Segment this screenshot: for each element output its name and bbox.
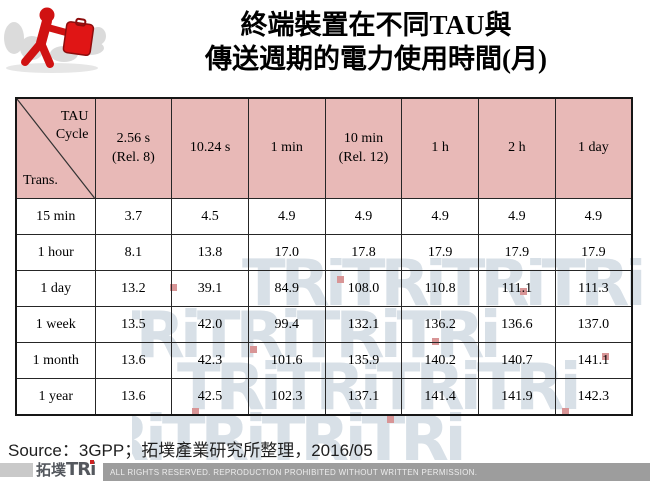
row-label: 15 min — [15, 198, 96, 235]
tri-logo-english: TRi — [66, 459, 96, 480]
slide-title-line1: 終端裝置在不同TAU與 — [240, 10, 512, 40]
table-cell: 4.9 — [478, 198, 556, 235]
red-figure-illustration — [4, 7, 106, 73]
table-cell: 140.2 — [401, 342, 480, 379]
column-header: 1 day — [554, 97, 633, 199]
table-cell: 8.1 — [94, 234, 173, 271]
table-cell: 13.8 — [171, 234, 249, 271]
table-row: 15 min 3.7 4.5 4.9 4.9 4.9 4.9 4.9 — [15, 198, 633, 235]
table-cell: 4.5 — [171, 198, 249, 235]
table-cell: 110.8 — [401, 270, 480, 307]
row-label: 1 hour — [15, 234, 96, 271]
table-cell: 42.0 — [171, 306, 249, 343]
watermark-dot — [387, 416, 394, 423]
row-label: 1 day — [15, 270, 96, 307]
row-label: 1 week — [15, 306, 96, 343]
table-cell: 13.5 — [94, 306, 173, 343]
table-cell: 3.7 — [94, 198, 173, 235]
source-note: Source：3GPP；拓墣產業研究所整理，2016/05 — [8, 441, 373, 460]
column-header: 2.56 s (Rel. 8) — [94, 97, 173, 199]
table-cell: 140.7 — [478, 342, 556, 379]
tri-logo: 拓墣TRi — [36, 459, 96, 480]
table-cell: 4.9 — [554, 198, 633, 235]
column-header: 10 min (Rel. 12) — [324, 97, 403, 199]
table-row: 1 year 13.6 42.5 102.3 137.1 141.4 141.9… — [15, 378, 633, 416]
table-cell: 17.9 — [401, 234, 480, 271]
table-row: 1 hour 8.1 13.8 17.0 17.8 17.9 17.9 17.9 — [15, 234, 633, 271]
corner-label-trans: Trans. — [23, 173, 58, 188]
table-cell: 4.9 — [247, 198, 326, 235]
table-cell: 135.9 — [324, 342, 403, 379]
corner-label-tau-cycle: TAU Cycle — [55, 109, 89, 143]
slide-title: 終端裝置在不同TAU與 傳送週期的電力使用時間(月) — [106, 8, 646, 76]
table-row: 1 day 13.2 39.1 84.9 108.0 110.8 111.1 1… — [15, 270, 633, 307]
table-cell: 17.9 — [554, 234, 633, 271]
table-row: 1 month 13.6 42.3 101.6 135.9 140.2 140.… — [15, 342, 633, 379]
table-cell: 42.5 — [171, 378, 249, 416]
table-cell: 141.4 — [401, 378, 480, 416]
table-cell: 4.9 — [401, 198, 480, 235]
table-cell: 137.1 — [324, 378, 403, 416]
table-cell: 132.1 — [324, 306, 403, 343]
table-cell: 13.6 — [94, 378, 173, 416]
footer: 拓墣TRi ALL RIGHTS RESERVED. REPRODUCTION … — [0, 459, 650, 485]
table-cell: 4.9 — [324, 198, 403, 235]
red-figure-briefcase-image — [2, 4, 108, 76]
table-cell: 102.3 — [247, 378, 326, 416]
table-cell: 17.0 — [247, 234, 326, 271]
rights-text: ALL RIGHTS RESERVED. REPRODUCTION PROHIB… — [110, 467, 478, 477]
table-cell: 136.2 — [401, 306, 480, 343]
table-cell: 42.3 — [171, 342, 249, 379]
table-cell: 108.0 — [324, 270, 403, 307]
table-cell: 137.0 — [554, 306, 633, 343]
table-cell: 141.9 — [478, 378, 556, 416]
table-cell: 17.9 — [478, 234, 556, 271]
footer-left-block — [0, 463, 33, 477]
table-cell: 111.3 — [554, 270, 633, 307]
column-header: 2 h — [478, 97, 556, 199]
column-header: 1 h — [401, 97, 480, 199]
table-corner-cell: TAU Cycle Trans. — [15, 97, 96, 199]
power-usage-table: TAU Cycle Trans. 2.56 s (Rel. 8) 10.24 s… — [15, 97, 633, 416]
table-cell: 111.1 — [478, 270, 556, 307]
footer-bar: ALL RIGHTS RESERVED. REPRODUCTION PROHIB… — [103, 463, 650, 481]
table-cell: 142.3 — [554, 378, 633, 416]
table-cell: 141.1 — [554, 342, 633, 379]
tri-logo-chinese: 拓墣 — [36, 462, 67, 479]
table-cell: 99.4 — [247, 306, 326, 343]
tri-logo-red-dot — [90, 460, 95, 464]
column-header: 10.24 s — [171, 97, 249, 199]
table-cell: 84.9 — [247, 270, 326, 307]
table-cell: 13.2 — [94, 270, 173, 307]
table-cell: 17.8 — [324, 234, 403, 271]
diagonal-divider — [17, 99, 95, 198]
table-header-row: TAU Cycle Trans. 2.56 s (Rel. 8) 10.24 s… — [15, 97, 633, 199]
slide-title-line2: 傳送週期的電力使用時間(月) — [205, 44, 547, 74]
column-header: 1 min — [247, 97, 326, 199]
table-cell: 101.6 — [247, 342, 326, 379]
row-label: 1 year — [15, 378, 96, 416]
watermark-row: TRiTRiTRiTRi — [132, 403, 467, 460]
table-cell: 136.6 — [478, 306, 556, 343]
table-cell: 13.6 — [94, 342, 173, 379]
table-row: 1 week 13.5 42.0 99.4 132.1 136.2 136.6 … — [15, 306, 633, 343]
row-label: 1 month — [15, 342, 96, 379]
table-cell: 39.1 — [171, 270, 249, 307]
